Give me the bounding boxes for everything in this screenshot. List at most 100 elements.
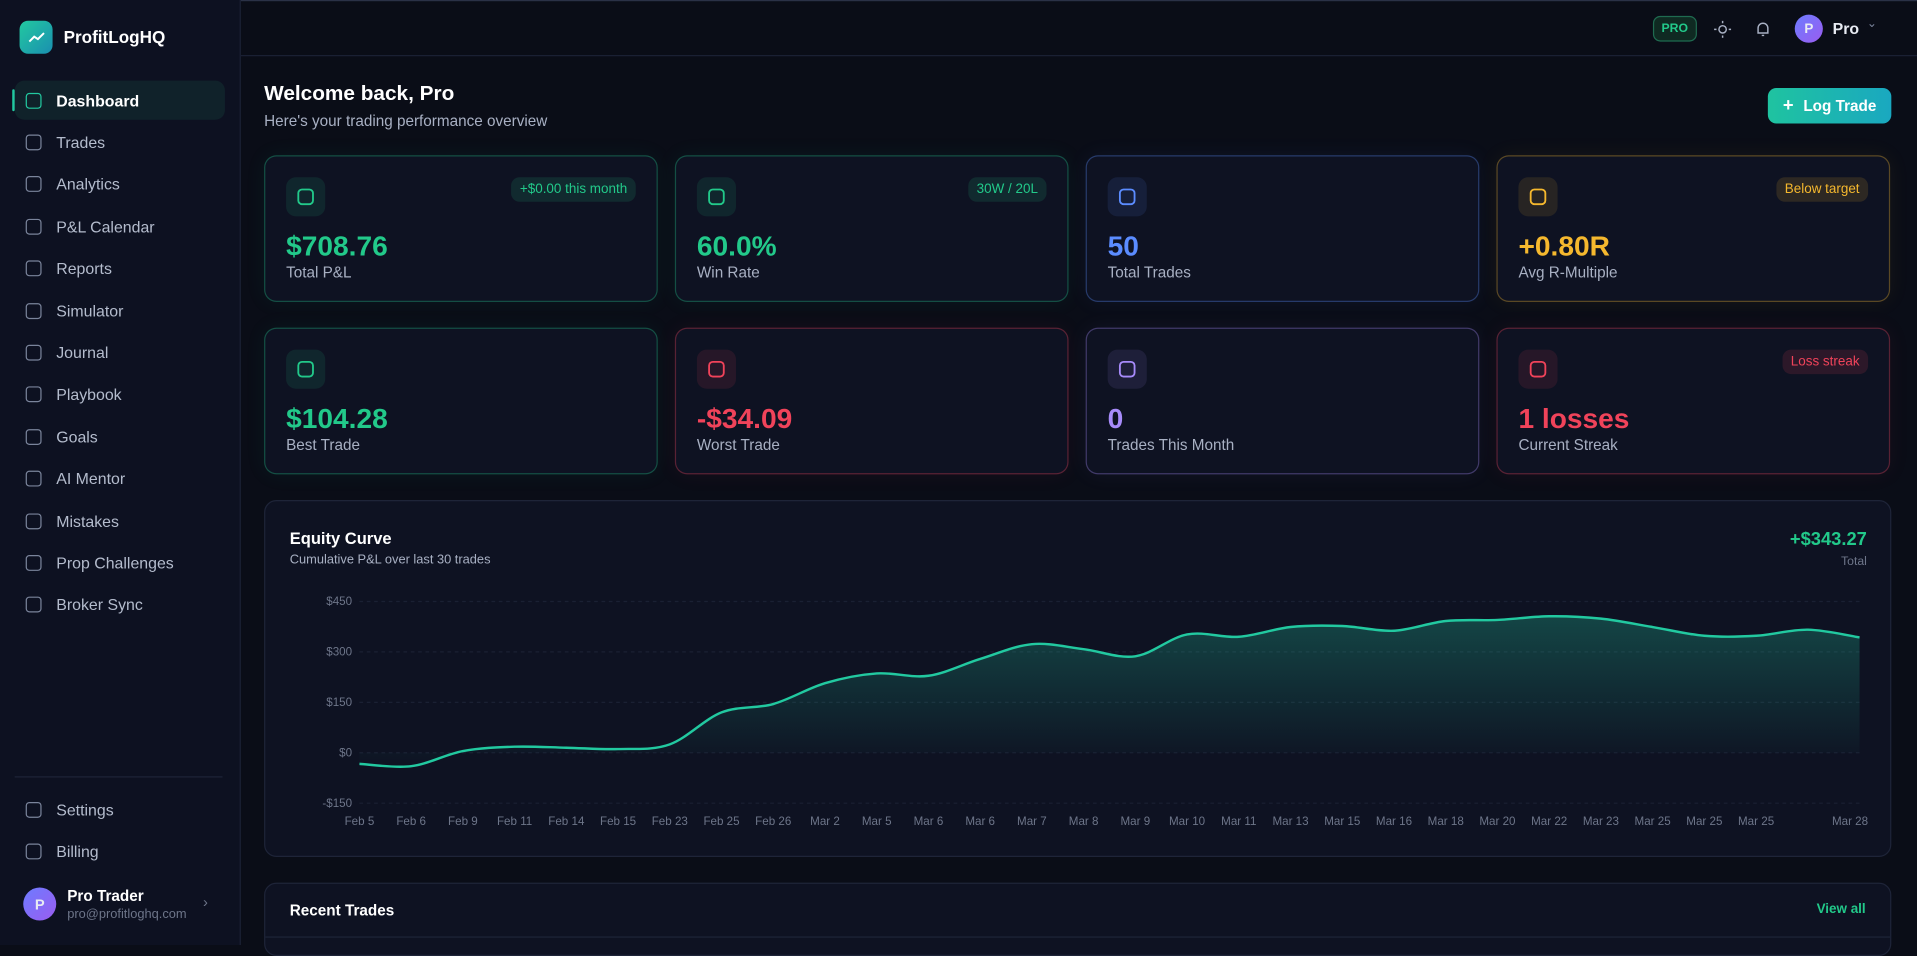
nav-item[interactable]: Goals <box>15 417 225 456</box>
x-tick-label: Mar 25 <box>1738 815 1774 828</box>
nav-label: Dashboard <box>56 91 140 110</box>
nav-icon <box>25 134 42 151</box>
chart: $450 $300 $150 $0 -$150 Feb 5 Feb 6 Feb 9 Feb 11… <box>322 595 1868 828</box>
top-user[interactable]: Pro <box>1832 19 1860 38</box>
nav-label: Simulator <box>56 301 124 320</box>
avatar[interactable]: P <box>23 887 57 921</box>
line <box>359 615 1860 769</box>
card-value: 0 <box>1107 402 1124 434</box>
page-title: Welcome back, Pro <box>264 81 455 106</box>
x-tick-label: Feb 6 <box>396 815 426 828</box>
y-tick-label: -$150 <box>322 797 352 810</box>
card-label: Total Trades <box>1107 264 1191 282</box>
nav-icon <box>25 470 42 487</box>
stat-card: 50 Total Trades <box>1085 155 1480 302</box>
nav-icon <box>25 801 42 818</box>
card-label: Best Trade <box>286 436 360 454</box>
chevron[interactable]: › <box>202 893 208 911</box>
nav-item[interactable]: Journal <box>15 333 225 372</box>
nav-label: Journal <box>56 343 109 362</box>
stat-card: +0.80R Avg R-Multiple Below target <box>1496 155 1891 302</box>
view-all[interactable]: View all <box>1816 902 1866 917</box>
nav-item[interactable]: Simulator <box>15 291 225 330</box>
stat-card: 60.0% Win Rate 30W / 20L <box>674 155 1069 302</box>
x-tick-label: Feb 23 <box>652 815 688 828</box>
nav-label: P&L Calendar <box>56 217 155 236</box>
nav-icon <box>25 260 42 277</box>
x-tick-label: Mar 15 <box>1324 815 1360 828</box>
recent-title: Recent Trades <box>289 902 395 920</box>
x-tick-label: Mar 23 <box>1583 815 1619 828</box>
card-badge: Below target <box>1776 177 1869 202</box>
sidebar: ProfitLogHQ Dashboard Trades Analytics P&L … <box>0 0 241 946</box>
x-tick-label: Mar 13 <box>1272 815 1308 828</box>
nav-icon <box>25 554 42 571</box>
active-bar <box>12 89 15 112</box>
nav-item[interactable]: Broker Sync <box>15 585 225 624</box>
plan-badge: PRO <box>1652 15 1697 42</box>
nav-item[interactable]: Trades <box>15 123 225 162</box>
x-tick-label: Feb 26 <box>755 815 791 828</box>
nav-item[interactable]: Mistakes <box>15 501 225 540</box>
x-tick-label: Mar 25 <box>1686 815 1722 828</box>
log-trade-button[interactable]: + Log Trade <box>1767 88 1892 124</box>
x-tick-label: Mar 7 <box>1017 815 1047 828</box>
card-icon <box>696 349 736 389</box>
x-tick-label: Mar 18 <box>1428 815 1464 828</box>
nav-label: Trades <box>56 133 106 152</box>
nav-icon <box>25 302 42 319</box>
logo <box>19 20 53 54</box>
y-tick-label: $0 <box>339 746 352 759</box>
card-icon <box>1107 349 1147 389</box>
x-tick-label: Mar 11 <box>1221 815 1256 828</box>
x-tick-label: Feb 9 <box>448 815 478 828</box>
card-value: $104.28 <box>286 402 388 434</box>
nav-label: Broker Sync <box>56 595 143 615</box>
nav-label: Analytics <box>56 175 120 194</box>
theme-toggle[interactable] <box>1714 20 1732 38</box>
chart-subtitle: Cumulative P&L over last 30 trades <box>289 552 491 568</box>
x-tick-label: Mar 6 <box>914 815 944 828</box>
nav-label: Prop Challenges <box>56 553 174 573</box>
card-label: Win Rate <box>696 264 760 282</box>
nav-label: Goals <box>56 427 98 446</box>
top-avatar[interactable]: P <box>1794 14 1823 43</box>
x-tick-label: Mar 20 <box>1479 815 1515 828</box>
nav-item[interactable]: AI Mentor <box>15 459 225 498</box>
card-value: $708.76 <box>286 229 388 262</box>
nav-label: Mistakes <box>56 511 119 530</box>
nav-label: Billing <box>56 842 99 861</box>
nav-icon <box>25 843 42 860</box>
card-icon <box>1107 177 1147 217</box>
x-tick-label: Mar 9 <box>1121 815 1151 828</box>
x-tick-label: Mar 22 <box>1531 815 1567 828</box>
nav-item[interactable]: Dashboard <box>12 80 225 120</box>
x-tick-label: Mar 10 <box>1169 815 1205 828</box>
user-name: Pro Trader <box>67 887 144 905</box>
notifications[interactable] <box>1754 21 1771 38</box>
nav-icon <box>25 596 42 613</box>
nav-item[interactable]: Playbook <box>15 375 225 414</box>
card-value: 60.0% <box>696 229 777 262</box>
stat-card: -$34.09 Worst Trade <box>674 327 1069 475</box>
nav-item[interactable]: Prop Challenges <box>15 543 225 582</box>
nav-label: Reports <box>56 259 112 278</box>
x-tick-label: Feb 14 <box>548 815 585 828</box>
nav-item[interactable]: Analytics <box>15 165 225 204</box>
card-icon <box>696 177 736 217</box>
dropdown[interactable]: ⌄ <box>1866 17 1878 31</box>
card-icon <box>286 177 326 217</box>
card-label: Total P&L <box>286 264 352 282</box>
nav-item[interactable]: Settings <box>15 790 225 829</box>
card-label: Avg R-Multiple <box>1518 264 1618 282</box>
nav-item[interactable]: P&L Calendar <box>15 207 225 246</box>
equity-card: Equity Curve Cumulative P&L over last 30… <box>264 500 1892 857</box>
nav-item[interactable]: Billing <box>15 832 225 871</box>
card-value: -$34.09 <box>696 402 793 434</box>
recent-trades: Recent Trades View all <box>264 882 1892 956</box>
x-tick-label: Feb 15 <box>600 815 636 828</box>
x-tick-label: Feb 11 <box>497 815 532 828</box>
nav-icon <box>25 344 42 361</box>
nav-item[interactable]: Reports <box>15 249 225 288</box>
